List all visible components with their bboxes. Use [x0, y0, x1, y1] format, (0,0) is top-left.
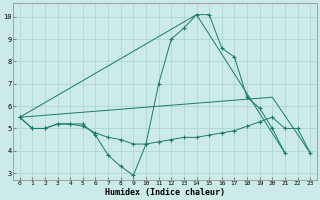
X-axis label: Humidex (Indice chaleur): Humidex (Indice chaleur) — [105, 188, 225, 197]
